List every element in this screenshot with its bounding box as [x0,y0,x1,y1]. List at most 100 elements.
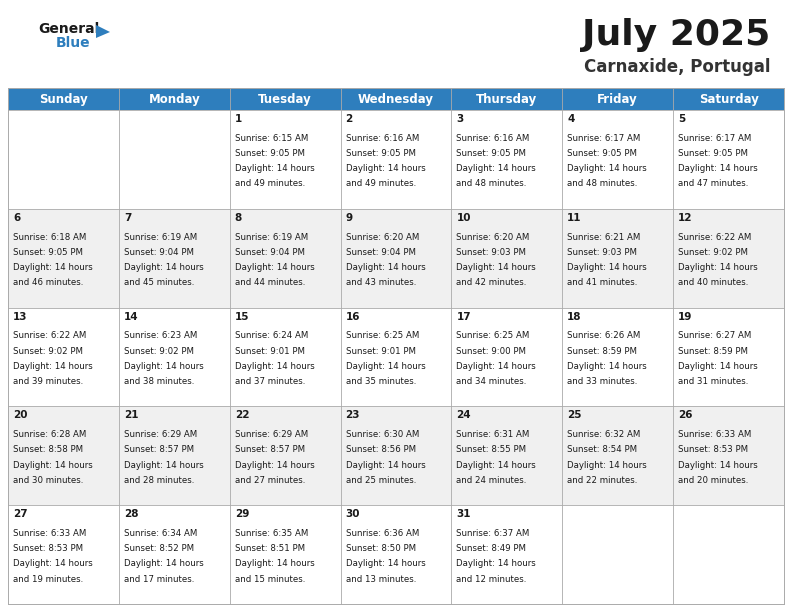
Text: and 35 minutes.: and 35 minutes. [345,377,416,386]
Text: 1: 1 [234,114,242,124]
Text: 22: 22 [234,411,249,420]
Text: and 43 minutes.: and 43 minutes. [345,278,416,287]
Text: Saturday: Saturday [699,92,759,105]
Text: 15: 15 [234,312,249,321]
Text: and 15 minutes.: and 15 minutes. [234,575,305,584]
FancyBboxPatch shape [8,209,784,308]
Text: Sunset: 9:02 PM: Sunset: 9:02 PM [678,248,748,257]
Text: Sunrise: 6:25 AM: Sunrise: 6:25 AM [345,331,419,340]
FancyBboxPatch shape [8,406,784,505]
Text: and 37 minutes.: and 37 minutes. [234,377,305,386]
Text: General: General [38,22,99,36]
Polygon shape [96,25,110,38]
Text: Sunset: 9:04 PM: Sunset: 9:04 PM [234,248,305,257]
Text: Sunset: 8:57 PM: Sunset: 8:57 PM [124,446,194,454]
Text: Sunrise: 6:27 AM: Sunrise: 6:27 AM [678,331,752,340]
Text: Sunset: 9:01 PM: Sunset: 9:01 PM [345,346,416,356]
Text: Daylight: 14 hours: Daylight: 14 hours [234,362,314,371]
Text: and 20 minutes.: and 20 minutes. [678,476,748,485]
Text: and 40 minutes.: and 40 minutes. [678,278,748,287]
Text: Sunrise: 6:33 AM: Sunrise: 6:33 AM [13,529,86,538]
Text: Daylight: 14 hours: Daylight: 14 hours [124,559,204,569]
Text: Sunrise: 6:16 AM: Sunrise: 6:16 AM [456,134,530,143]
Text: Sunrise: 6:17 AM: Sunrise: 6:17 AM [567,134,641,143]
Text: Sunday: Sunday [39,92,88,105]
Text: July 2025: July 2025 [582,18,770,52]
FancyBboxPatch shape [8,110,784,209]
Text: Daylight: 14 hours: Daylight: 14 hours [567,461,647,469]
Text: Sunrise: 6:22 AM: Sunrise: 6:22 AM [13,331,86,340]
Text: and 30 minutes.: and 30 minutes. [13,476,83,485]
Text: Daylight: 14 hours: Daylight: 14 hours [678,164,758,173]
Text: 8: 8 [234,213,242,223]
Text: Daylight: 14 hours: Daylight: 14 hours [124,362,204,371]
Text: 13: 13 [13,312,28,321]
Text: Sunrise: 6:24 AM: Sunrise: 6:24 AM [234,331,308,340]
Text: Sunrise: 6:29 AM: Sunrise: 6:29 AM [124,430,197,439]
Text: Daylight: 14 hours: Daylight: 14 hours [13,263,93,272]
Text: Sunrise: 6:26 AM: Sunrise: 6:26 AM [567,331,641,340]
Text: 18: 18 [567,312,582,321]
Text: Sunrise: 6:17 AM: Sunrise: 6:17 AM [678,134,752,143]
Text: Daylight: 14 hours: Daylight: 14 hours [456,559,536,569]
Text: Daylight: 14 hours: Daylight: 14 hours [13,559,93,569]
Text: and 25 minutes.: and 25 minutes. [345,476,416,485]
Text: and 33 minutes.: and 33 minutes. [567,377,638,386]
Text: Daylight: 14 hours: Daylight: 14 hours [234,559,314,569]
Text: Sunset: 8:53 PM: Sunset: 8:53 PM [13,544,83,553]
Text: 4: 4 [567,114,575,124]
Text: 31: 31 [456,509,471,519]
Text: Wednesday: Wednesday [358,92,434,105]
Text: Thursday: Thursday [476,92,538,105]
Text: and 49 minutes.: and 49 minutes. [345,179,416,188]
Text: Sunset: 9:04 PM: Sunset: 9:04 PM [124,248,194,257]
Text: Sunset: 8:55 PM: Sunset: 8:55 PM [456,446,527,454]
Text: Daylight: 14 hours: Daylight: 14 hours [345,362,425,371]
Text: and 44 minutes.: and 44 minutes. [234,278,305,287]
Text: and 48 minutes.: and 48 minutes. [567,179,638,188]
Text: 10: 10 [456,213,471,223]
Text: Daylight: 14 hours: Daylight: 14 hours [456,362,536,371]
Text: Sunrise: 6:36 AM: Sunrise: 6:36 AM [345,529,419,538]
Text: Sunrise: 6:23 AM: Sunrise: 6:23 AM [124,331,197,340]
Text: 14: 14 [124,312,139,321]
Text: Sunrise: 6:15 AM: Sunrise: 6:15 AM [234,134,308,143]
Text: Daylight: 14 hours: Daylight: 14 hours [234,461,314,469]
Text: Daylight: 14 hours: Daylight: 14 hours [567,263,647,272]
Text: 30: 30 [345,509,360,519]
Text: and 12 minutes.: and 12 minutes. [456,575,527,584]
Text: Sunset: 8:56 PM: Sunset: 8:56 PM [345,446,416,454]
Text: 2: 2 [345,114,352,124]
Text: Sunrise: 6:32 AM: Sunrise: 6:32 AM [567,430,641,439]
Text: Daylight: 14 hours: Daylight: 14 hours [678,362,758,371]
Text: Daylight: 14 hours: Daylight: 14 hours [234,263,314,272]
Text: 27: 27 [13,509,28,519]
Text: Sunset: 8:52 PM: Sunset: 8:52 PM [124,544,194,553]
Text: Daylight: 14 hours: Daylight: 14 hours [567,362,647,371]
FancyBboxPatch shape [8,505,784,604]
Text: Daylight: 14 hours: Daylight: 14 hours [345,559,425,569]
Text: 16: 16 [345,312,360,321]
Text: Sunset: 9:03 PM: Sunset: 9:03 PM [456,248,527,257]
Text: Sunrise: 6:30 AM: Sunrise: 6:30 AM [345,430,419,439]
Text: Sunrise: 6:29 AM: Sunrise: 6:29 AM [234,430,308,439]
Text: 7: 7 [124,213,131,223]
Text: Sunset: 9:05 PM: Sunset: 9:05 PM [234,149,305,158]
Text: and 47 minutes.: and 47 minutes. [678,179,748,188]
FancyBboxPatch shape [8,308,784,406]
Text: and 31 minutes.: and 31 minutes. [678,377,748,386]
Text: 28: 28 [124,509,139,519]
Text: Sunrise: 6:18 AM: Sunrise: 6:18 AM [13,233,86,242]
Text: Daylight: 14 hours: Daylight: 14 hours [345,164,425,173]
Text: 12: 12 [678,213,693,223]
Text: Daylight: 14 hours: Daylight: 14 hours [345,263,425,272]
Text: Sunrise: 6:25 AM: Sunrise: 6:25 AM [456,331,530,340]
Text: Sunset: 9:01 PM: Sunset: 9:01 PM [234,346,305,356]
Text: Daylight: 14 hours: Daylight: 14 hours [678,263,758,272]
Text: Sunset: 9:05 PM: Sunset: 9:05 PM [456,149,527,158]
Text: Sunrise: 6:33 AM: Sunrise: 6:33 AM [678,430,752,439]
Text: Daylight: 14 hours: Daylight: 14 hours [13,461,93,469]
Text: and 46 minutes.: and 46 minutes. [13,278,83,287]
Text: Sunrise: 6:20 AM: Sunrise: 6:20 AM [456,233,530,242]
Text: Blue: Blue [56,36,90,50]
